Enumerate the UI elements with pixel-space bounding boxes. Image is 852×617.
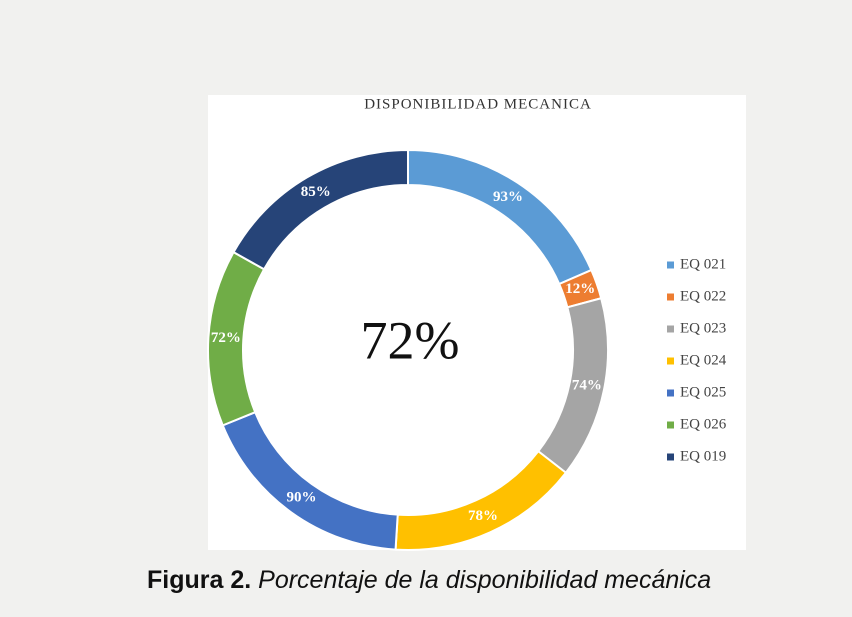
- data-label: 90%: [286, 490, 316, 506]
- data-label: 85%: [301, 184, 331, 200]
- data-label: 93%: [493, 189, 523, 205]
- legend-label: EQ 026: [680, 416, 727, 432]
- chart-title: DISPONIBILIDAD MECANICA: [364, 96, 592, 112]
- legend-swatch: [667, 325, 674, 333]
- legend-swatch: [667, 421, 674, 429]
- legend-label: EQ 025: [680, 384, 726, 400]
- data-label: 78%: [468, 508, 498, 524]
- legend-swatch: [667, 261, 674, 269]
- legend-swatch: [667, 293, 674, 301]
- legend-swatch: [667, 357, 674, 365]
- legend-label: EQ 024: [680, 352, 727, 368]
- legend-swatch: [667, 389, 674, 397]
- data-label: 12%: [565, 281, 595, 297]
- caption-italic: Porcentaje de la disponibilidad mecánica: [258, 566, 712, 594]
- legend-label: EQ 019: [680, 448, 726, 464]
- donut-segment: [232, 148, 409, 271]
- legend-label: EQ 021: [680, 256, 726, 272]
- center-label: 72%: [361, 310, 460, 370]
- legend-label: EQ 023: [680, 320, 726, 336]
- legend-label: EQ 022: [680, 288, 726, 304]
- caption-bold: Figura 2.: [147, 566, 252, 594]
- data-label: 74%: [572, 378, 602, 394]
- caption: Figura 2. Porcentaje de la disponibilida…: [147, 566, 711, 595]
- legend-swatch: [667, 453, 674, 461]
- data-label: 72%: [211, 330, 241, 346]
